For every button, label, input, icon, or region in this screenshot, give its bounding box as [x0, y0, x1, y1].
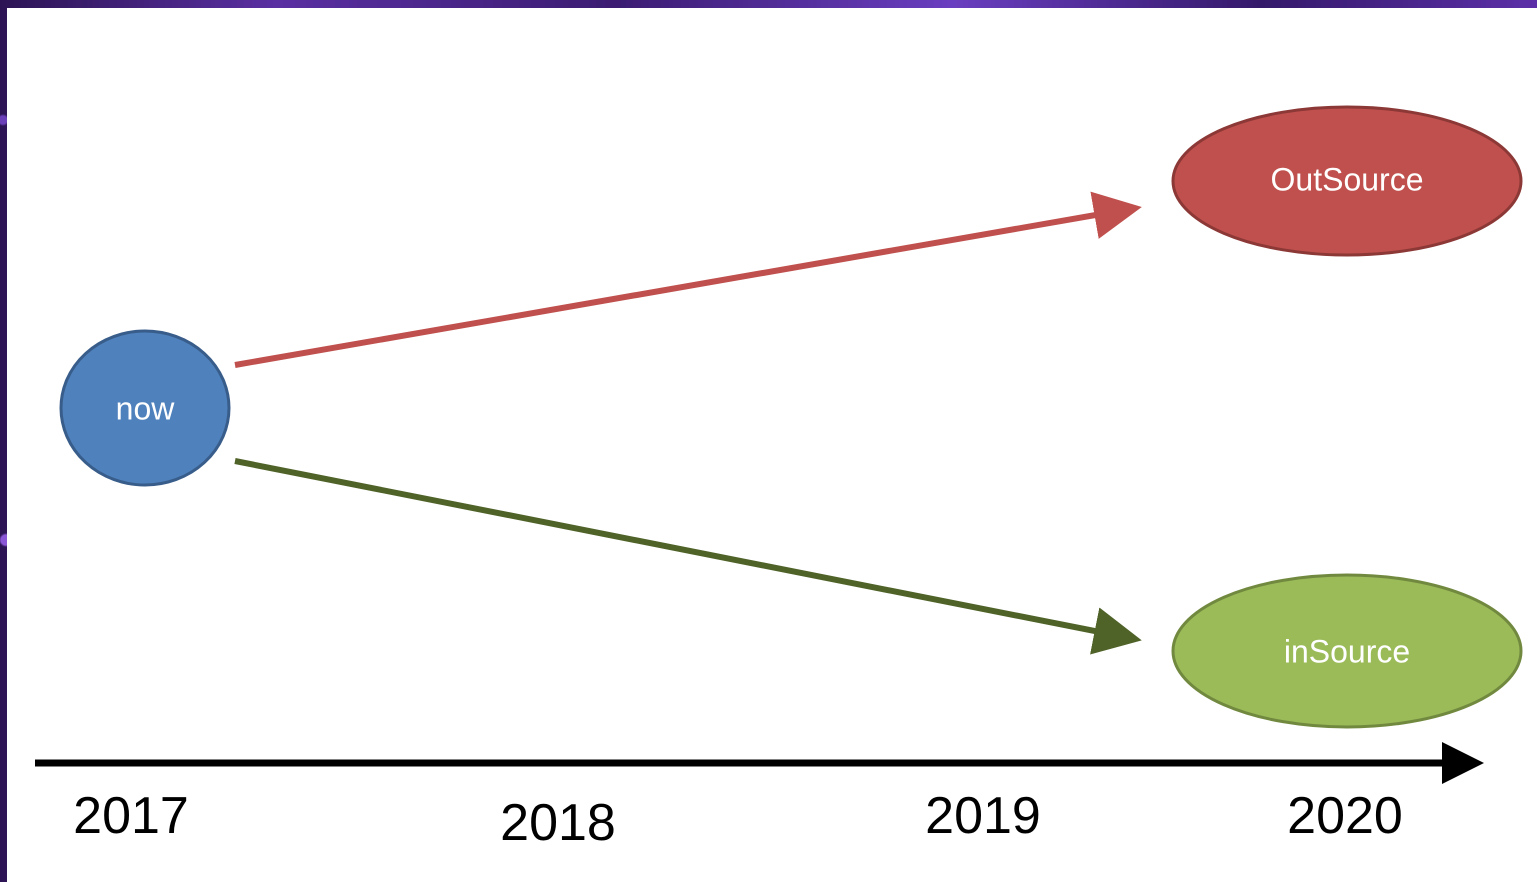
node-outsource [1171, 105, 1523, 257]
edge-now-to-insource [234, 458, 1142, 655]
year-label-2020: 2020 [1287, 787, 1403, 845]
year-label-2019: 2019 [925, 787, 1041, 845]
node-insource [1171, 573, 1523, 729]
edge-now-to-outsource [234, 191, 1142, 368]
year-label-2018: 2018 [500, 794, 616, 852]
year-label-2017: 2017 [73, 787, 189, 845]
node-outsource-label: OutSource [1270, 161, 1424, 198]
node-now [59, 329, 231, 487]
node-now-label: now [115, 390, 175, 427]
node-insource-label: inSource [1283, 633, 1411, 670]
